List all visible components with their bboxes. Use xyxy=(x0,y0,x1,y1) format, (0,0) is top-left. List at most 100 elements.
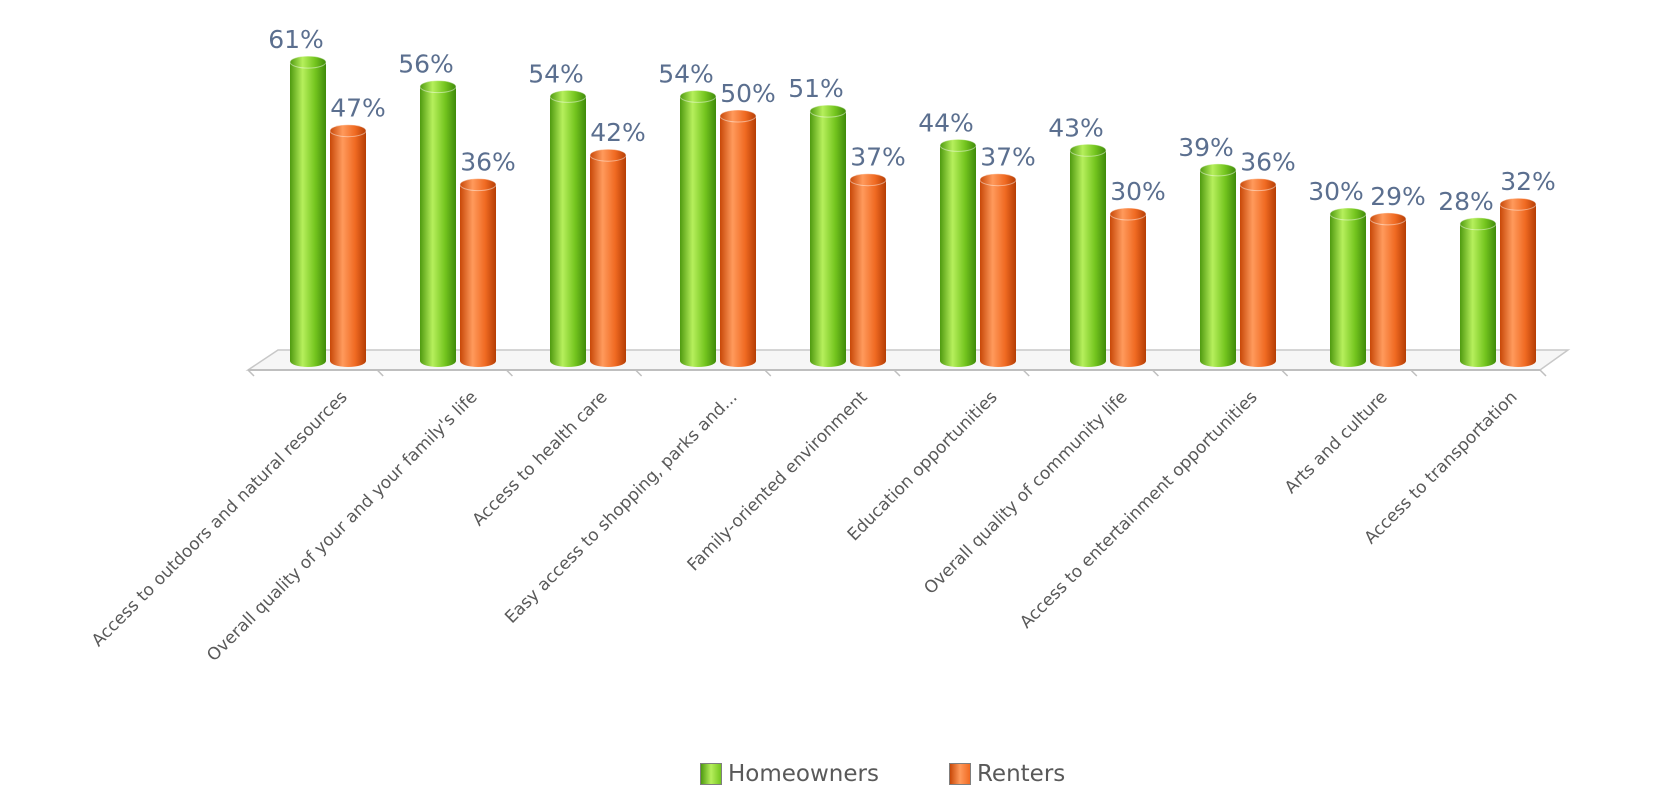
bar-renters xyxy=(1499,197,1537,367)
bar-cap xyxy=(1369,212,1407,226)
bar-cap xyxy=(1199,163,1237,177)
bar-cap xyxy=(1499,197,1537,211)
x-axis-tick xyxy=(893,369,901,377)
bar-body xyxy=(810,111,846,367)
bar-cap xyxy=(939,138,977,152)
x-axis-tick xyxy=(635,369,643,377)
bar-body xyxy=(940,145,976,367)
bar-homeowners xyxy=(1329,207,1367,367)
data-label: 51% xyxy=(788,74,844,103)
data-label: 29% xyxy=(1370,182,1426,211)
category-label: Access to entertainment opportunities xyxy=(1016,387,1261,632)
bar-cap xyxy=(1239,178,1277,192)
data-label: 30% xyxy=(1308,177,1364,206)
category-label: Access to transportation xyxy=(1361,387,1522,548)
data-labels-layer: 61%47%56%36%54%42%54%50% 51%37%44%37%43%3… xyxy=(268,25,1556,216)
data-label: 43% xyxy=(1048,113,1104,142)
bar-body xyxy=(460,184,496,367)
data-label: 28% xyxy=(1438,187,1494,216)
bar-body xyxy=(720,116,756,367)
data-label: 30% xyxy=(1110,177,1166,206)
bar-renters xyxy=(1239,178,1277,367)
bar-body xyxy=(1240,184,1276,367)
bar-body xyxy=(420,86,456,367)
bar-body xyxy=(330,130,366,367)
bar-body xyxy=(1370,218,1406,367)
bar-cap xyxy=(849,173,887,187)
x-axis-tick xyxy=(1281,369,1289,377)
x-axis-tick xyxy=(1410,369,1418,377)
bar-cap xyxy=(719,109,757,123)
bars-layer xyxy=(289,55,1537,368)
bar-homeowners xyxy=(419,80,457,367)
bar-body xyxy=(1500,204,1536,367)
bar-homeowners xyxy=(549,89,587,368)
data-label: 54% xyxy=(528,59,584,88)
bar-homeowners xyxy=(1069,143,1107,367)
bar-homeowners xyxy=(1199,163,1237,367)
data-label: 37% xyxy=(980,143,1036,172)
data-label: 50% xyxy=(720,79,776,108)
legend-swatch-renters xyxy=(948,763,971,785)
bar-cap xyxy=(809,104,847,118)
bar-cap xyxy=(589,148,627,162)
bar-body xyxy=(850,179,886,367)
bar-cap xyxy=(1069,143,1107,157)
bar-renters xyxy=(1369,212,1407,367)
bar-cap xyxy=(549,89,587,103)
data-label: 37% xyxy=(850,143,906,172)
legend-label-renters: Renters xyxy=(976,761,1066,787)
category-label: Access to outdoors and natural resources xyxy=(88,387,352,651)
x-axis-tick xyxy=(1539,369,1547,377)
bar-renters xyxy=(459,178,497,367)
data-label: 54% xyxy=(658,59,714,88)
bar-body xyxy=(680,96,716,368)
bar-body xyxy=(550,96,586,368)
bar-cap xyxy=(679,89,717,103)
x-axis-tick xyxy=(247,369,255,377)
bar-body xyxy=(1110,214,1146,367)
category-label: Arts and culture xyxy=(1281,387,1392,498)
bar-body xyxy=(1330,214,1366,367)
category-label: Access to health care xyxy=(469,387,612,530)
bar-cap xyxy=(1109,207,1147,221)
x-axis-tick xyxy=(764,369,772,377)
bar-renters xyxy=(849,173,887,367)
data-label: 42% xyxy=(590,118,646,147)
category-label: Overall quality of your and your family'… xyxy=(203,387,481,665)
data-label: 44% xyxy=(918,108,974,137)
x-axis-tick xyxy=(505,369,513,377)
bar-cap xyxy=(979,173,1017,187)
bar-body xyxy=(1070,150,1106,367)
legend: Homeowners Renters xyxy=(700,757,1065,791)
bar-homeowners xyxy=(809,104,847,367)
x-axis-tick xyxy=(376,369,384,377)
data-label: 36% xyxy=(460,148,516,177)
category-label: Overall quality of community life xyxy=(920,387,1131,598)
legend-item-homeowners: Homeowners xyxy=(700,761,879,787)
bar-renters xyxy=(589,148,627,367)
data-label: 47% xyxy=(330,94,386,123)
bar-cap xyxy=(419,80,457,94)
category-label: Education opportunities xyxy=(844,387,1002,545)
category-labels-layer: Access to outdoors and natural resources… xyxy=(88,387,1522,665)
bar-body xyxy=(980,179,1016,367)
x-axis-tick xyxy=(1022,369,1030,377)
bar-cap xyxy=(289,55,327,69)
category-label: Easy access to shopping, parks and... xyxy=(501,387,741,627)
data-label: 36% xyxy=(1240,148,1296,177)
legend-swatch-homeowners xyxy=(700,763,722,785)
bar-renters xyxy=(1109,207,1147,367)
data-label: 39% xyxy=(1178,133,1234,162)
bar-renters xyxy=(979,173,1017,367)
bar-renters xyxy=(719,109,757,367)
bar-cap xyxy=(1329,207,1367,221)
bar-cap xyxy=(459,178,497,192)
bar-renters xyxy=(329,124,367,367)
x-axis-tick xyxy=(1151,369,1159,377)
bar-cap xyxy=(329,124,367,138)
legend-label-homeowners: Homeowners xyxy=(728,761,879,787)
bar-homeowners xyxy=(939,138,977,367)
bar-body xyxy=(590,155,626,367)
